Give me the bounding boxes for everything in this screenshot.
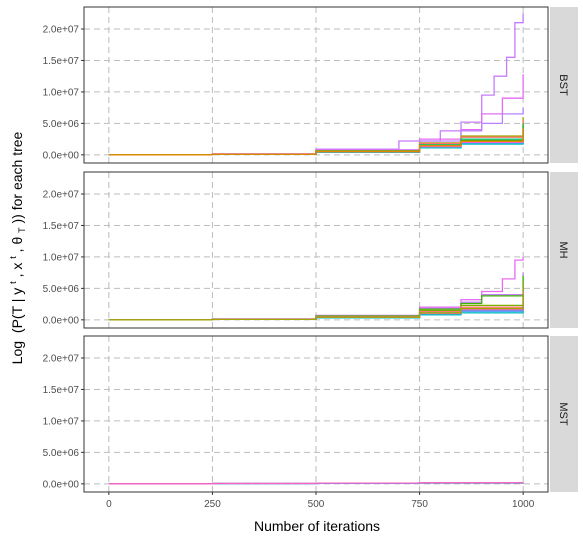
y-tick-label: 1.0e+07: [43, 252, 80, 263]
y-axis-title-log: Log: [9, 341, 25, 364]
y-tick-label: 1.5e+07: [43, 56, 80, 67]
x-tick-label: 750: [411, 499, 428, 510]
y-tick-label: 2.0e+07: [43, 354, 80, 365]
y-axis-title-sup2: t: [8, 256, 18, 259]
chart-panels: 0.0e+005.0e+061.0e+071.5e+072.0e+07BST0.…: [43, 6, 578, 493]
y-tick-label: 2.0e+07: [43, 190, 80, 201]
facet-strip-mh: [550, 172, 578, 328]
y-tick-label: 5.0e+06: [43, 284, 80, 295]
series-line-mh-11: [108, 293, 524, 321]
y-axis-title: Log (P(T | y t , x t , θ T )) for each t…: [3, 131, 28, 364]
panel-mst: 0.0e+00 5.0e+06 1.0e+07 1.5e+07 2.0e+07 MST: [43, 335, 578, 493]
facet-strip-label-mst: MST: [557, 402, 569, 426]
panel-bst: 0.0e+00 5.0e+06 1.0e+07 1.5e+07 2.0e+07 BST: [43, 6, 578, 164]
facet-strip-mst: [550, 336, 578, 492]
x-tick-label: 250: [204, 499, 221, 510]
y-tick-label: 1.0e+07: [43, 416, 80, 427]
y-axis-title-part3: , θ: [9, 237, 25, 253]
y-axis-title-part4: )) for each tree: [9, 131, 25, 223]
y-axis-title-part1: (P(T | y: [9, 288, 25, 333]
y-axis-title-part2: , x: [9, 263, 25, 278]
y-tick-label: 0.0e+00: [43, 150, 80, 161]
facet-strip-bst: [550, 7, 578, 163]
facet-strip-label-bst: BST: [557, 74, 569, 96]
y-tick-label: 2.0e+07: [43, 25, 80, 36]
x-axis: 0 250 500 750 1000: [106, 492, 535, 510]
y-axis-title-sub: T: [17, 227, 27, 233]
series-line-mst-5: [108, 482, 524, 485]
facet-strip-label-mh: MH: [557, 241, 569, 258]
x-axis-title: Number of iterations: [254, 518, 380, 534]
panel-border: [83, 171, 549, 329]
y-tick-label: 1.5e+07: [43, 221, 80, 232]
y-tick-label: 1.5e+07: [43, 385, 80, 396]
series-line-bst-12: [108, 128, 524, 156]
y-tick-label: 1.0e+07: [43, 87, 80, 98]
panel-mh: 0.0e+00 5.0e+06 1.0e+07 1.5e+07 2.0e+07 MH: [43, 171, 578, 329]
panel-border: [83, 6, 549, 164]
y-tick-label: 5.0e+06: [43, 119, 80, 130]
y-tick-label: 0.0e+00: [43, 315, 80, 326]
x-tick-label: 0: [106, 499, 112, 510]
x-tick-label: 1000: [512, 499, 535, 510]
x-tick-label: 500: [308, 499, 325, 510]
y-tick-label: 5.0e+06: [43, 448, 80, 459]
y-tick-label: 0.0e+00: [43, 479, 80, 490]
y-axis-title-sup1: t: [8, 281, 18, 284]
